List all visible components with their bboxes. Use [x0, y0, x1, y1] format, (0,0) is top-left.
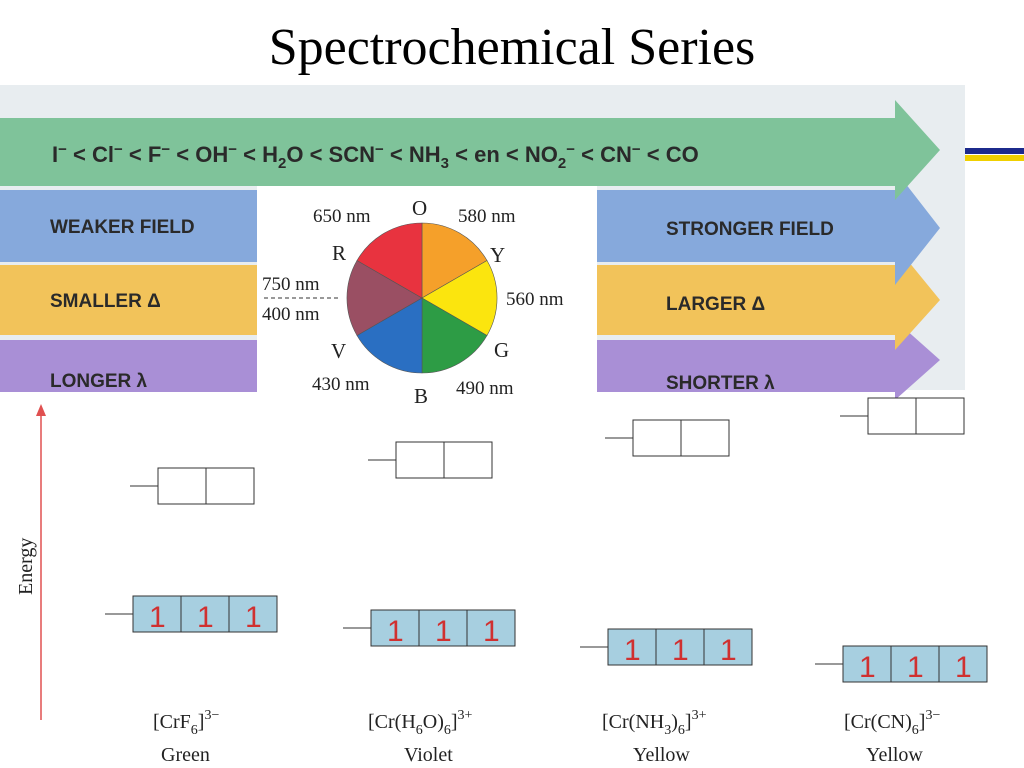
complex-color-2: Violet	[404, 744, 453, 766]
wavelength-430: 430 nm	[312, 374, 370, 395]
weaker-field-label: WEAKER FIELD	[50, 217, 195, 238]
wheel-letter-r: R	[332, 241, 346, 265]
electron: 1	[955, 651, 972, 684]
eg-orbital-box	[867, 397, 917, 435]
wheel-slice-violet	[346, 260, 423, 336]
wheel-letter-o: O	[412, 196, 427, 220]
energy-axis-arrowhead	[36, 404, 46, 416]
complex-formula-4: [Cr(CN)6]3−	[844, 708, 940, 738]
wheel-slice-yellow	[421, 260, 498, 336]
wavelength-490: 490 nm	[456, 378, 514, 399]
band-series	[0, 100, 940, 200]
stronger-field-label: STRONGER FIELD	[666, 219, 834, 240]
t2g-orbital-box	[132, 595, 182, 633]
complex-color-1: Green	[161, 744, 210, 766]
t2g-orbital-box	[180, 595, 230, 633]
complex-color-3: Yellow	[633, 744, 690, 766]
complex-cr-h2o6-levels: 1 1 1	[343, 441, 516, 648]
color-wheel	[346, 222, 498, 374]
wheel-slice-red	[356, 222, 423, 299]
electron: 1	[624, 634, 641, 667]
t2g-orbital-box	[228, 595, 278, 633]
wheel-slice-green	[421, 297, 488, 374]
t2g-orbital-box	[607, 628, 657, 666]
smaller-delta-label: SMALLER Δ	[50, 291, 161, 312]
wheel-slice-orange	[421, 222, 488, 299]
eg-orbital-box	[157, 467, 207, 505]
electron: 1	[245, 601, 262, 634]
eg-orbital-box	[915, 397, 965, 435]
wavelength-560: 560 nm	[506, 289, 564, 310]
wheel-letter-g: G	[494, 338, 509, 362]
electron: 1	[387, 615, 404, 648]
wavelength-580: 580 nm	[458, 206, 516, 227]
eg-orbital-box	[632, 419, 682, 457]
wheel-letter-y: Y	[490, 243, 505, 267]
series-text: I− < Cl− < F− < OH− < H2O < SCN− < NH3 <…	[52, 134, 699, 173]
wavelength-750: 750 nm	[262, 274, 320, 295]
wheel-letter-b: B	[414, 384, 428, 408]
complex-formula-1: [CrF6]3−	[153, 708, 219, 738]
electron: 1	[149, 601, 166, 634]
t2g-orbital-box	[890, 645, 940, 683]
t2g-orbital-box	[938, 645, 988, 683]
energy-axis-label: Energy	[15, 538, 37, 595]
electron: 1	[197, 601, 214, 634]
electron: 1	[720, 634, 737, 667]
t2g-orbital-box	[842, 645, 892, 683]
shorter-lambda-label: SHORTER λ	[666, 373, 775, 394]
electron: 1	[435, 615, 452, 648]
accent-bar-right-yellow	[965, 155, 1024, 161]
wheel-slice-blue	[356, 297, 423, 374]
accent-bar-right-navy	[965, 148, 1024, 154]
wavelength-650: 650 nm	[313, 206, 371, 227]
electron: 1	[672, 634, 689, 667]
wheel-letter-v: V	[331, 339, 346, 363]
complex-formula-3: [Cr(NH3)6]3+	[602, 708, 707, 738]
electron: 1	[483, 615, 500, 648]
eg-orbital-box	[443, 441, 493, 479]
electron: 1	[907, 651, 924, 684]
complex-formula-2: [Cr(H6O)6]3+	[368, 708, 473, 738]
complex-color-4: Yellow	[866, 744, 923, 766]
larger-delta-label: LARGER Δ	[666, 294, 765, 315]
eg-orbital-box	[205, 467, 255, 505]
eg-orbital-box	[395, 441, 445, 479]
eg-orbital-box	[680, 419, 730, 457]
color-wheel-panel: O Y G B V R 650 nm 580 nm 560 nm 490 nm …	[257, 186, 597, 411]
energy-axis: Energy	[15, 404, 46, 720]
t2g-orbital-box	[655, 628, 705, 666]
complex-cr-nh3-6-levels: 1 1 1	[580, 419, 753, 667]
slide-title: Spectrochemical Series	[268, 19, 756, 76]
complex-crf6-levels: 1 1 1	[105, 467, 278, 634]
electron: 1	[859, 651, 876, 684]
wavelength-400: 400 nm	[262, 304, 320, 325]
complex-cr-cn6-levels: 1 1 1	[815, 397, 988, 684]
t2g-orbital-box	[466, 609, 516, 647]
t2g-orbital-box	[703, 628, 753, 666]
longer-lambda-label: LONGER λ	[50, 371, 148, 392]
